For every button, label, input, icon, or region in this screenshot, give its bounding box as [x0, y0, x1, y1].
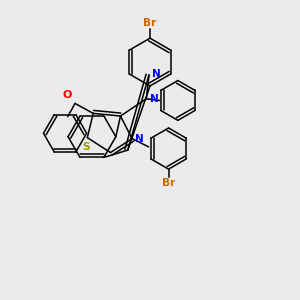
Text: N: N [150, 94, 158, 104]
Text: Br: Br [162, 178, 175, 188]
Text: Br: Br [143, 18, 157, 28]
Text: O: O [63, 90, 72, 100]
Text: N: N [152, 69, 161, 79]
Text: S: S [82, 142, 89, 152]
Text: N: N [135, 134, 144, 144]
